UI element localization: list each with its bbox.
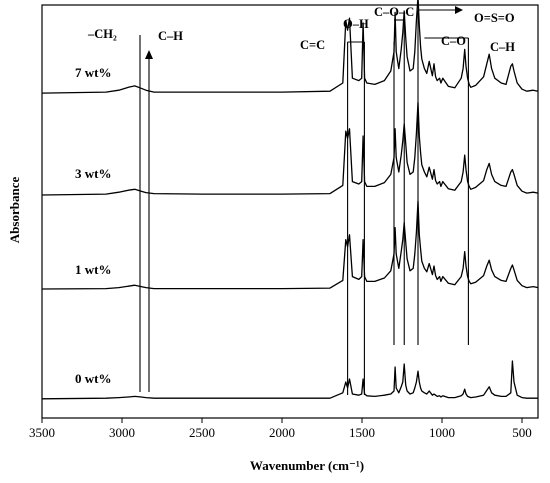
x-axis-title: Wavenumber (cm⁻¹) [250, 458, 364, 473]
spectrum-line-1 [41, 0, 539, 94]
band-label: O–H [343, 17, 369, 31]
spectrum-line-4 [41, 360, 538, 400]
band-marker-lines [139, 6, 469, 395]
band-label: C–H [490, 40, 515, 54]
spectrum-line-2 [41, 101, 539, 196]
band-label: C=C [300, 38, 325, 52]
series-label: 0 wt% [75, 371, 111, 386]
band-label: O=S=O [474, 11, 515, 25]
plot-frame [41, 4, 539, 419]
x-tick-label: 2000 [269, 425, 295, 440]
spectra-lines [41, 0, 539, 400]
x-tick-label: 1500 [349, 425, 375, 440]
ch-arrow-head [145, 50, 153, 59]
band-label: –CH₂ [87, 27, 117, 41]
plot-area-border [41, 4, 539, 419]
oso-arrow-head [455, 6, 463, 14]
band-label: C–H [158, 29, 183, 43]
band-label: C–O–C [374, 5, 414, 19]
band-label: C–O [441, 34, 466, 48]
y-axis-title: Absorbance [7, 177, 22, 244]
spectrum-line-3 [41, 200, 539, 290]
x-tick-label: 3500 [29, 425, 55, 440]
series-label: 1 wt% [75, 262, 111, 277]
x-tick-label: 500 [512, 425, 532, 440]
x-tick-label: 1000 [429, 425, 455, 440]
x-tick-label: 3000 [109, 425, 135, 440]
x-tick-label: 2500 [189, 425, 215, 440]
series-label: 7 wt% [75, 65, 111, 80]
series-label: 3 wt% [75, 166, 111, 181]
series-labels: 7 wt% 3 wt% 1 wt% 0 wt% [75, 65, 111, 386]
x-axis-ticks: 3500 3000 2500 2000 1500 1000 500 [29, 418, 532, 440]
band-annotations: –CH₂ C–H C=C O–H C–O–C O=S=O C–O C–H [87, 5, 515, 54]
